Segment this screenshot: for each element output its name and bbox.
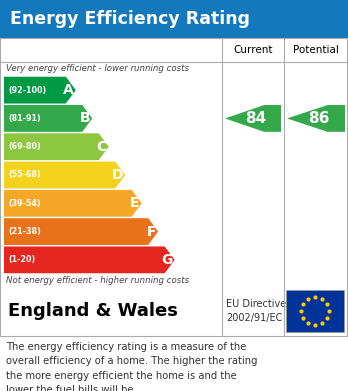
Text: Current: Current bbox=[233, 45, 273, 55]
Text: The energy efficiency rating is a measure of the
overall efficiency of a home. T: The energy efficiency rating is a measur… bbox=[6, 342, 258, 391]
Text: A: A bbox=[63, 83, 74, 97]
Bar bbox=[286, 290, 344, 332]
Text: Not energy efficient - higher running costs: Not energy efficient - higher running co… bbox=[6, 276, 189, 285]
Polygon shape bbox=[4, 218, 158, 245]
Text: C: C bbox=[96, 140, 107, 154]
Polygon shape bbox=[225, 105, 281, 132]
Polygon shape bbox=[4, 246, 175, 273]
Bar bbox=[0, 38, 347, 336]
Text: (21-38): (21-38) bbox=[8, 227, 41, 236]
Text: (1-20): (1-20) bbox=[8, 255, 35, 264]
Text: F: F bbox=[147, 224, 156, 239]
Text: B: B bbox=[80, 111, 90, 126]
Text: E: E bbox=[130, 196, 140, 210]
Text: Potential: Potential bbox=[293, 45, 339, 55]
Polygon shape bbox=[4, 190, 142, 217]
Bar bbox=[0, 286, 347, 336]
Polygon shape bbox=[4, 105, 92, 132]
Polygon shape bbox=[4, 133, 109, 160]
Text: EU Directive
2002/91/EC: EU Directive 2002/91/EC bbox=[226, 300, 286, 323]
Bar bbox=[0, 0, 348, 38]
Text: (92-100): (92-100) bbox=[8, 86, 46, 95]
Text: (39-54): (39-54) bbox=[8, 199, 41, 208]
Polygon shape bbox=[4, 77, 76, 104]
Text: (69-80): (69-80) bbox=[8, 142, 41, 151]
Text: Energy Efficiency Rating: Energy Efficiency Rating bbox=[10, 10, 250, 28]
Text: Very energy efficient - lower running costs: Very energy efficient - lower running co… bbox=[6, 64, 189, 73]
Text: 86: 86 bbox=[308, 111, 330, 126]
Polygon shape bbox=[4, 161, 125, 188]
Text: England & Wales: England & Wales bbox=[8, 302, 178, 320]
Text: (81-91): (81-91) bbox=[8, 114, 41, 123]
Text: (55-68): (55-68) bbox=[8, 170, 41, 179]
Text: D: D bbox=[112, 168, 123, 182]
Text: 84: 84 bbox=[245, 111, 267, 126]
Text: G: G bbox=[161, 253, 173, 267]
Polygon shape bbox=[287, 105, 345, 132]
